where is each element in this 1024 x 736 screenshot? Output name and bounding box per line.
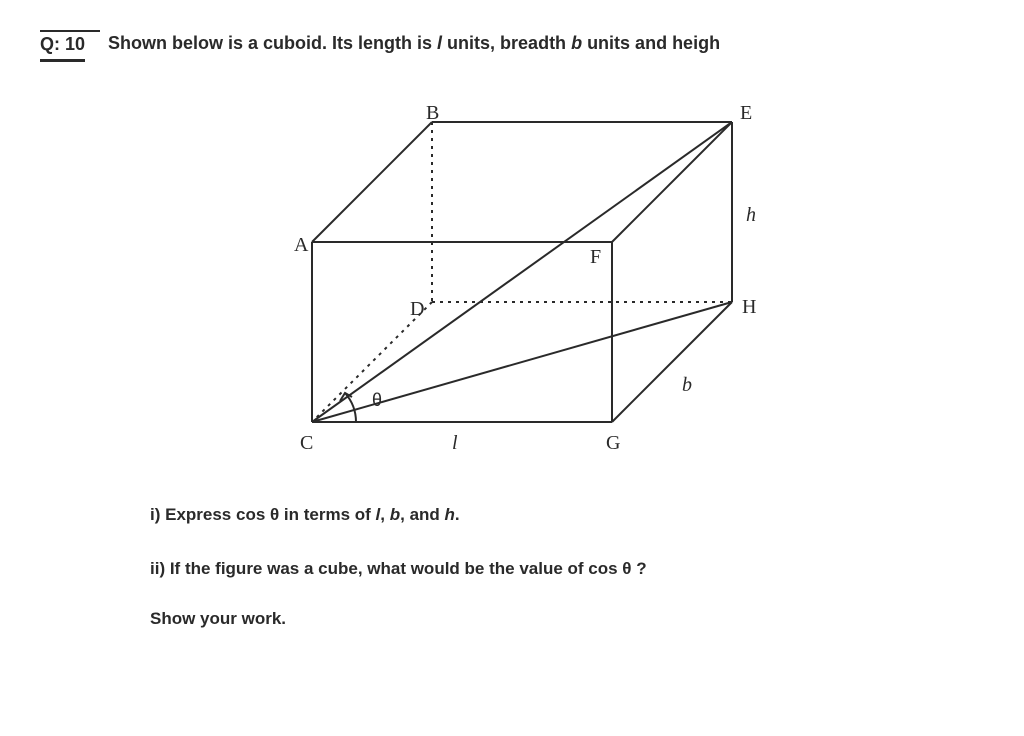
part-i: i) Express cos θ in terms of l, b, and h… (150, 502, 924, 528)
question-header: Q: 10 Shown below is a cuboid. Its lengt… (40, 30, 984, 62)
dim-label-b: b (682, 374, 692, 397)
part-i-period: . (455, 505, 460, 524)
part-i-c2: , and (400, 505, 444, 524)
vertex-label-E: E (740, 102, 752, 125)
part-i-c1: , (380, 505, 389, 524)
vertex-label-C: C (300, 432, 313, 455)
vertex-label-G: G (606, 432, 620, 455)
qtext-mid1: units, breadth (442, 33, 571, 53)
header-rule (40, 30, 100, 32)
vertex-label-H: H (742, 296, 756, 319)
qtext-b: b (571, 33, 582, 53)
question-number: Q: 10 (40, 34, 85, 62)
cuboid-svg (232, 92, 792, 462)
vertex-label-B: B (426, 102, 439, 125)
dim-label-h: h (746, 204, 756, 227)
vertex-label-F: F (590, 246, 601, 269)
question-number-wrap: Q: 10 (40, 30, 100, 62)
qtext-mid2: units and heigh (582, 33, 720, 53)
angle-label-theta: θ (372, 390, 382, 411)
dim-label-l: l (452, 432, 458, 455)
part-ii: ii) If the figure was a cube, what would… (150, 556, 924, 582)
question-parts: i) Express cos θ in terms of l, b, and h… (40, 502, 984, 629)
question-text: Shown below is a cuboid. Its length is l… (108, 30, 720, 56)
diagram-container: A B E F C D H Gl b h θ (40, 92, 984, 462)
vertex-label-D: D (410, 298, 424, 321)
part-i-h: h (445, 505, 455, 524)
vertex-label-A: A (294, 234, 308, 257)
qtext-pre: Shown below is a cuboid. Its length is (108, 33, 437, 53)
cuboid-diagram: A B E F C D H Gl b h θ (232, 92, 792, 462)
part-i-b: b (390, 505, 400, 524)
part-i-pre: i) Express cos θ in terms of (150, 505, 376, 524)
show-work: Show your work. (150, 609, 924, 629)
